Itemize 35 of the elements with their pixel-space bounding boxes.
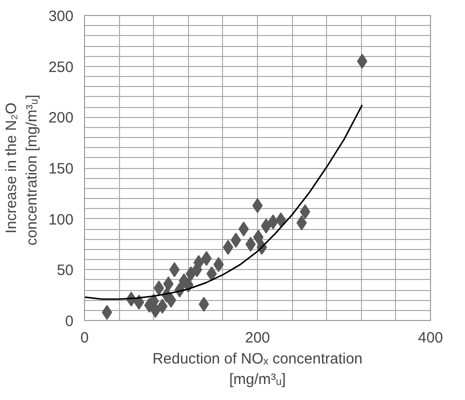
y-tick-label: 100 [48,211,74,228]
y-tick-label: 250 [48,58,74,76]
point [150,302,161,318]
point [252,198,263,214]
point [157,298,168,314]
point [296,215,307,230]
y-tick-label: 300 [48,8,74,25]
point [268,214,278,230]
y-tick-label: 50 [56,262,74,280]
point [238,222,249,236]
point [198,296,210,312]
point [134,294,144,310]
point [169,262,180,278]
point [222,240,234,255]
point [206,266,217,282]
y-tick-label: 0 [65,313,74,330]
y-tick-label: 200 [48,110,74,127]
point [253,230,264,245]
point [166,292,176,308]
point [260,218,272,234]
x-tick-label: 0 [80,330,89,346]
x-tick-label: 200 [244,330,270,346]
point [201,250,212,266]
point [230,232,242,248]
x-axis-title: Reduction of NOₓ concentration [mg/m³ᵤ] [152,350,363,388]
x-tick-label: 400 [418,330,444,346]
y-axis-title: Increase in the N₂O concentration [mg/m³ᵤ] [3,94,40,246]
point [213,257,224,272]
point [102,304,112,320]
y-tick-label: 150 [48,160,74,178]
point [276,212,286,228]
point [163,276,174,292]
point [154,280,164,296]
point [245,236,256,252]
point [300,204,310,220]
